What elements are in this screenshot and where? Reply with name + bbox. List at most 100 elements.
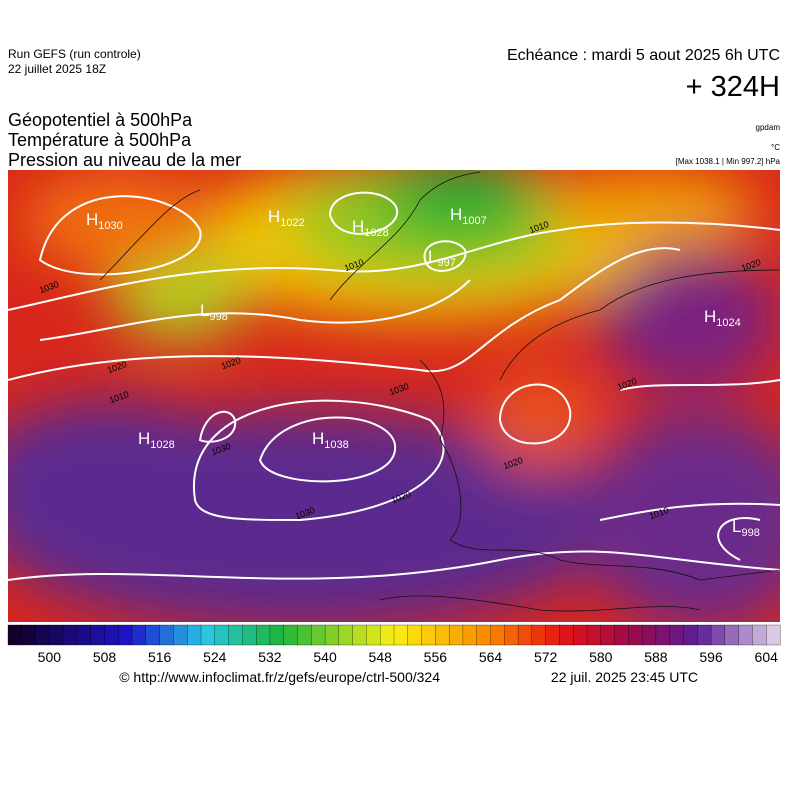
colorbar-swatch: [462, 624, 478, 646]
colorbar-swatch: [297, 624, 312, 646]
unit: °C: [771, 143, 780, 152]
source-url: © http://www.infoclimat.fr/z/gefs/europe…: [119, 669, 440, 685]
colorbar-swatch: [228, 624, 243, 646]
colorbar-tick-label: 556: [424, 649, 448, 665]
colorbar-swatch: [187, 624, 202, 646]
colorbar-swatch: [628, 624, 643, 646]
colorbar-swatch: [669, 624, 684, 646]
colorbar-swatch: [269, 624, 285, 646]
colorbar-tick-label: 532: [258, 649, 282, 665]
colorbar-swatch: [104, 624, 119, 646]
colorbar-tick-label: 524: [203, 649, 227, 665]
field: Pression au niveau de la mer: [8, 150, 241, 170]
colorbar-swatch: [738, 624, 753, 646]
center-value: 998: [209, 311, 227, 323]
colorbar-swatch: [200, 624, 216, 646]
colorbar-swatch: [407, 624, 423, 646]
center-letter: H: [352, 217, 364, 236]
colorbar-swatch: [366, 624, 381, 646]
center-letter: H: [450, 205, 462, 224]
center-letter: H: [704, 307, 716, 326]
center-value: 1030: [98, 220, 122, 232]
colorbar-tick-label: 572: [534, 649, 558, 665]
colorbar-tick-label: 548: [369, 649, 393, 665]
pressure-center: H1007: [450, 205, 487, 227]
colorbar-swatch: [118, 624, 133, 646]
colorbar-swatch: [173, 624, 188, 646]
colorbar-swatch: [283, 624, 298, 646]
center-value: 998: [741, 527, 759, 539]
lead-time: + 324H: [686, 71, 780, 103]
colorbar-swatch: [90, 624, 105, 646]
colorbar-swatch: [214, 624, 230, 646]
unit: gpdam: [756, 123, 781, 132]
center-value: 1028: [150, 439, 174, 451]
field: Température à 500hPa: [8, 130, 192, 150]
colorbar-swatch: [393, 624, 409, 646]
colorbar-swatch: [641, 624, 657, 646]
colorbar-swatch: [476, 624, 491, 646]
colorbar-swatch: [311, 624, 326, 646]
center-letter: L: [732, 517, 741, 536]
colorbar-swatch: [338, 624, 354, 646]
colorbar-swatch: [559, 624, 574, 646]
pressure-center: H1028: [352, 217, 389, 239]
colorbar-swatch: [352, 624, 367, 646]
field: Géopotentiel à 500hPa: [8, 110, 193, 130]
colorbar-swatch: [504, 624, 519, 646]
colorbar-swatch: [531, 624, 547, 646]
colorbar-tick-label: 508: [93, 649, 117, 665]
center-letter: H: [312, 429, 324, 448]
colorbar-tick-label: 500: [38, 649, 62, 665]
center-letter: H: [268, 207, 280, 226]
colorbar-swatch: [49, 624, 64, 646]
colorbar-swatch: [131, 624, 147, 646]
run: Run GEFS (run controle): [8, 47, 141, 61]
center-value: 1038: [324, 439, 348, 451]
pressure-center: L997: [428, 247, 456, 269]
center-letter: H: [86, 210, 98, 229]
colorbar-tick-label: 564: [479, 649, 503, 665]
center-value: 1022: [280, 217, 304, 229]
center-letter: L: [428, 247, 437, 266]
pressure-center: L998: [732, 517, 760, 539]
center-letter: H: [138, 429, 150, 448]
colorbar-swatch: [697, 624, 712, 646]
colorbar-swatch: [242, 624, 257, 646]
colorbar-swatch: [490, 624, 505, 646]
valid-time: Echéance : mardi 5 aout 2025 6h UTC: [507, 47, 780, 64]
colorbar-swatch: [435, 624, 450, 646]
pressure-center: L998: [200, 301, 228, 323]
colorbar-swatch: [517, 624, 533, 646]
center-value: 1028: [364, 227, 388, 239]
center-value: 1007: [462, 215, 486, 227]
colorbar-swatch: [766, 624, 781, 646]
colorbar-swatch: [448, 624, 464, 646]
pressure-center: H1030: [86, 210, 123, 232]
colorbar-swatch: [62, 624, 78, 646]
colorbar-swatch: [145, 624, 161, 646]
colorbar-swatch: [710, 624, 726, 646]
colorbar-swatch: [324, 624, 340, 646]
colorbar-swatch: [21, 624, 37, 646]
pressure-center: H1038: [312, 429, 349, 451]
generated-time: 22 juil. 2025 23:45 UTC: [551, 669, 698, 685]
colorbar-swatch: [724, 624, 740, 646]
colorbar-tick-label: 604: [755, 649, 779, 665]
colorbar-tick-label: 588: [644, 649, 668, 665]
colorbar-tick-label: 596: [699, 649, 723, 665]
pressure-center: H1028: [138, 429, 175, 451]
pressure-center: H1024: [704, 307, 741, 329]
colorbar-swatch: [159, 624, 174, 646]
colorbar-swatch: [76, 624, 92, 646]
colorbar-tick-label: 516: [148, 649, 172, 665]
colorbar-swatch: [683, 624, 698, 646]
pressure-center: H1022: [268, 207, 305, 229]
unit: [Max 1038.1 | Min 997.2] hPa: [676, 157, 781, 166]
colorbar-tick-label: 580: [589, 649, 613, 665]
colorbar-tick-label: 540: [313, 649, 337, 665]
run-date: 22 juillet 2025 18Z: [8, 62, 106, 76]
colorbar-swatch: [655, 624, 671, 646]
